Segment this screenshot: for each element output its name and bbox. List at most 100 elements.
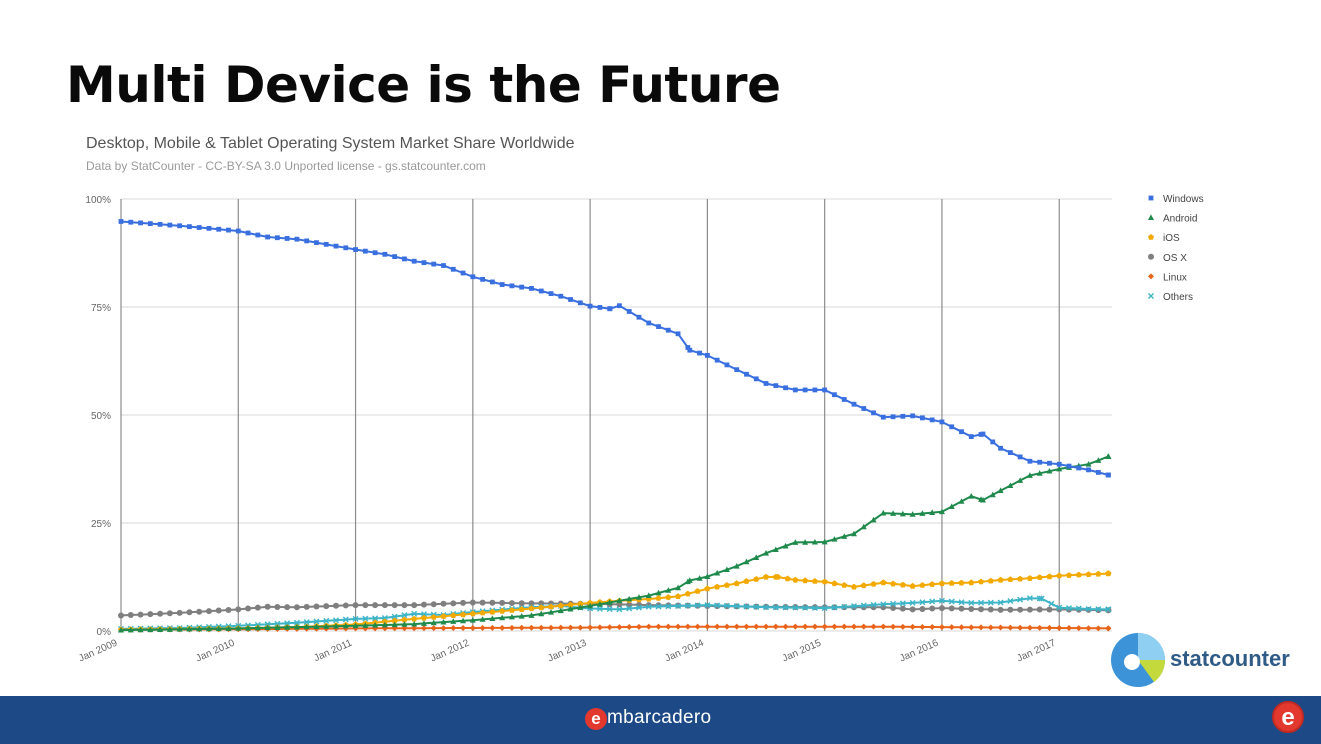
- windows-point: [431, 261, 437, 267]
- android-point: [469, 617, 476, 623]
- windows-point: [665, 327, 671, 333]
- others-point: [821, 605, 828, 612]
- os-x-point: [1036, 606, 1043, 613]
- windows-point: [343, 245, 349, 251]
- windows-point: [841, 397, 847, 402]
- chart-title: Desktop, Mobile & Tablet Operating Syste…: [86, 135, 575, 152]
- ios-point: [733, 580, 740, 587]
- others-point: [743, 603, 750, 610]
- android-point: [166, 626, 173, 632]
- ios-point: [841, 582, 848, 588]
- android-point: [850, 530, 857, 537]
- windows-point: [607, 306, 613, 312]
- linux-point: [665, 623, 672, 630]
- linux-point: [616, 624, 623, 631]
- ios-point: [577, 600, 584, 607]
- os-x-point: [968, 605, 975, 612]
- others-point: [635, 604, 642, 611]
- others-point: [958, 599, 965, 606]
- others-point: [1066, 605, 1072, 612]
- legend-label-os-x: OS X: [1163, 253, 1187, 264]
- linux-point: [587, 624, 594, 631]
- others-point: [782, 604, 789, 611]
- linux-point: [626, 623, 633, 630]
- others-point: [811, 604, 818, 611]
- others-point: [938, 597, 945, 604]
- ios-point: [743, 578, 750, 584]
- linux-point: [1065, 625, 1072, 632]
- windows-point: [470, 274, 476, 280]
- ios-point: [774, 573, 781, 580]
- ios-point: [587, 599, 594, 606]
- ios-point: [557, 602, 564, 609]
- ios-point: [1085, 571, 1092, 577]
- others-point: [606, 606, 613, 613]
- windows-point: [587, 303, 593, 309]
- windows-point: [968, 434, 974, 439]
- os-x-point: [362, 602, 369, 609]
- linux-point: [802, 623, 809, 630]
- ios-point: [411, 615, 418, 622]
- others-point: [841, 603, 848, 610]
- windows-point: [890, 414, 896, 420]
- windows-point: [880, 414, 886, 420]
- others-point: [978, 599, 985, 606]
- linux-point: [909, 623, 916, 630]
- android-point: [723, 566, 730, 573]
- os-x-point: [919, 605, 926, 612]
- os-x-point: [205, 608, 212, 615]
- ios-point: [1105, 570, 1112, 577]
- windows-point: [871, 410, 876, 416]
- os-x-point: [489, 599, 496, 606]
- windows-point: [509, 283, 515, 289]
- os-x-point: [987, 606, 994, 613]
- windows-point: [900, 413, 906, 419]
- android-point: [420, 620, 427, 626]
- others-point: [860, 602, 867, 609]
- windows-point: [1086, 467, 1091, 473]
- linux-point: [655, 623, 662, 630]
- windows-point: [656, 324, 661, 329]
- android-point: [518, 613, 525, 619]
- windows-point: [529, 286, 534, 291]
- os-x-point: [909, 606, 916, 613]
- windows-point: [157, 221, 163, 227]
- y-tick-label: 0%: [97, 627, 112, 638]
- android-point: [440, 618, 447, 625]
- others-point: [792, 604, 799, 611]
- ios-point: [479, 609, 486, 616]
- ios-point: [538, 604, 545, 611]
- ios-point: [469, 610, 476, 617]
- android-point: [293, 623, 300, 630]
- windows-point: [990, 439, 996, 445]
- others-point: [850, 603, 857, 610]
- linux-point: [557, 624, 564, 631]
- linux-point: [450, 625, 457, 632]
- linux-point: [1007, 624, 1014, 631]
- os-x-point: [245, 605, 252, 612]
- linux-point: [606, 624, 613, 631]
- os-x-point: [254, 604, 261, 611]
- windows-point: [1027, 458, 1033, 464]
- android-point: [303, 623, 310, 630]
- ios-point: [420, 614, 427, 621]
- legend-label-others: Others: [1163, 292, 1193, 303]
- ios-point: [1095, 570, 1102, 577]
- windows-point: [450, 266, 456, 272]
- android-point: [626, 595, 633, 602]
- ios-point: [1066, 572, 1072, 578]
- others-point: [372, 615, 379, 622]
- android-point: [460, 617, 467, 624]
- windows-point: [489, 279, 495, 285]
- footer-bar: [0, 696, 1321, 744]
- chart-subtitle: Data by StatCounter - CC-BY-SA 3.0 Unpor…: [86, 159, 486, 173]
- windows-point: [314, 240, 319, 246]
- x-tick-label: Jan 2014: [664, 638, 706, 665]
- windows-point: [1037, 459, 1043, 465]
- android-point: [1026, 472, 1033, 478]
- android-point: [342, 622, 349, 629]
- slide-title: Multi Device is the Future: [66, 56, 781, 114]
- others-point: [665, 603, 672, 610]
- os-x-point: [938, 605, 945, 612]
- others-point: [626, 605, 633, 612]
